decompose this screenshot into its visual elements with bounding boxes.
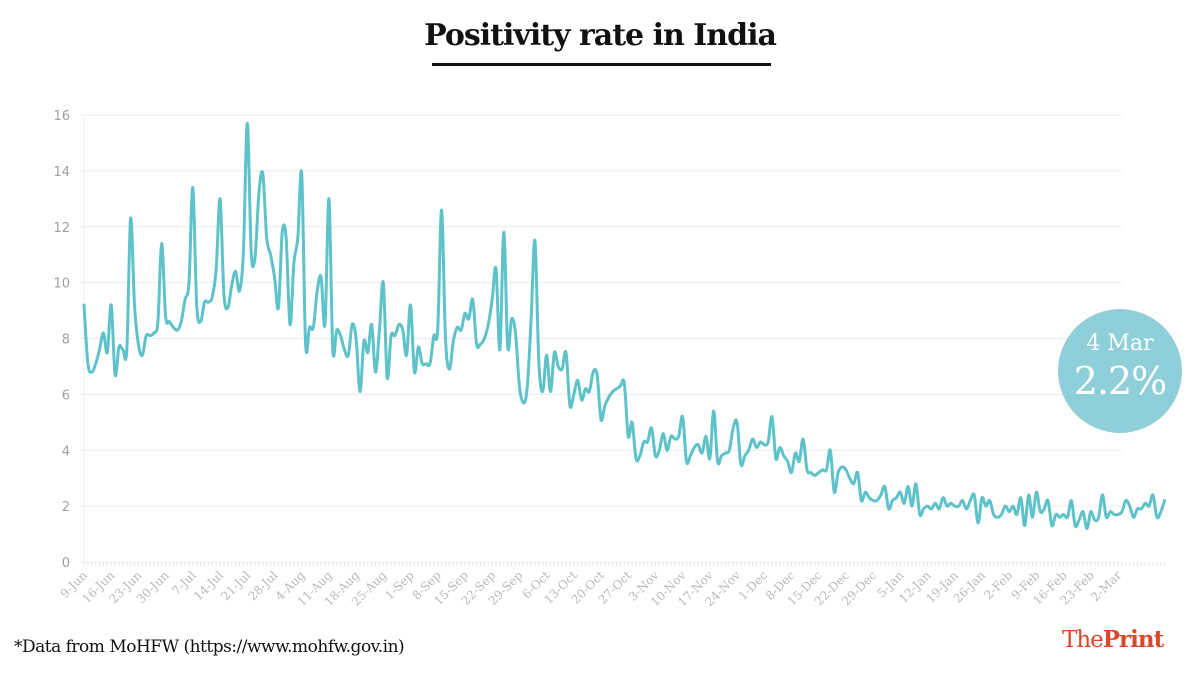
x-tick-label: 2-Mar [1088,568,1124,604]
badge-value: 2.2% [1073,359,1168,403]
y-tick-label: 10 [53,277,70,292]
y-tick-label: 4 [62,444,70,459]
x-tick-label: 14-Jul [191,568,226,603]
logo-print: Print [1102,626,1164,653]
y-tick-label: 14 [53,165,70,180]
x-tick-label: 2-Feb [981,568,1015,602]
y-tick-label: 6 [62,388,70,403]
x-tick-label: 1-Sep [382,568,417,603]
y-tick-label: 2 [62,500,70,515]
positivity-rate-line [82,121,1167,530]
gridlines [80,114,1122,563]
source-note: *Data from MoHFW (https://www.mohfw.gov.… [14,637,405,657]
x-tick-label: 21-Jul [218,568,253,603]
series-layer [82,121,1167,530]
theprint-logo: ThePrint [1062,626,1164,653]
badge-date: 4 Mar [1086,331,1154,356]
x-tick-label: 1-Dec [736,568,771,603]
y-axis: 0 2 4 6 8 10 12 14 16 [53,109,70,571]
chart-title: Positivity rate in India [424,18,777,53]
latest-value-badge: 4 Mar 2.2% [1058,309,1182,433]
x-tick-label: 28-Jul [245,568,280,603]
y-tick-label: 8 [62,333,70,348]
title-underline [432,63,771,66]
logo-the: The [1062,627,1104,653]
y-tick-label: 0 [62,556,70,571]
y-tick-label: 16 [53,109,70,124]
y-tick-label: 12 [53,221,70,236]
x-axis: 9-Jun16-Jun23-Jun30-Jun7-Jul14-Jul21-Jul… [58,562,1166,609]
